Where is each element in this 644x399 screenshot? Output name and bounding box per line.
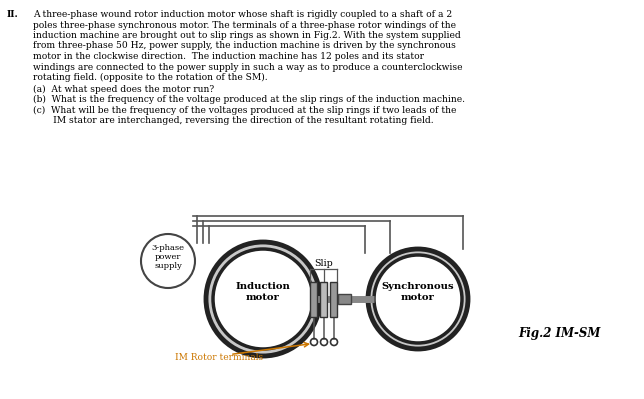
Text: IM stator are interchanged, reversing the direction of the resultant rotating fi: IM stator are interchanged, reversing th… — [33, 116, 433, 125]
Text: II.: II. — [7, 10, 19, 19]
Text: windings are connected to the power supply in such a way as to produce a counter: windings are connected to the power supp… — [33, 63, 462, 71]
Text: from three-phase 50 Hz, power supply, the induction machine is driven by the syn: from three-phase 50 Hz, power supply, th… — [33, 41, 456, 51]
Circle shape — [213, 249, 313, 349]
Text: rotating field. (opposite to the rotation of the SM).: rotating field. (opposite to the rotatio… — [33, 73, 268, 82]
Text: motor in the clockwise direction.  The induction machine has 12 poles and its st: motor in the clockwise direction. The in… — [33, 52, 424, 61]
Circle shape — [368, 249, 468, 349]
Text: induction machine are brought out to slip rings as shown in Fig.2. With the syst: induction machine are brought out to sli… — [33, 31, 460, 40]
Text: (a)  At what speed does the motor run?: (a) At what speed does the motor run? — [33, 85, 214, 94]
Circle shape — [206, 242, 320, 356]
Text: Slip: Slip — [315, 259, 334, 267]
Text: IM Rotor terminals: IM Rotor terminals — [175, 354, 263, 363]
Text: Induction
motor: Induction motor — [236, 282, 290, 302]
Bar — [321, 282, 328, 316]
Bar — [339, 294, 352, 304]
Circle shape — [374, 255, 462, 343]
Text: (b)  What is the frequency of the voltage produced at the slip rings of the indu: (b) What is the frequency of the voltage… — [33, 95, 465, 104]
Text: poles three-phase synchronous motor. The terminals of a three-phase rotor windin: poles three-phase synchronous motor. The… — [33, 20, 456, 30]
Bar — [330, 282, 337, 316]
Bar — [310, 282, 317, 316]
Text: 3-phase
power
supply: 3-phase power supply — [151, 244, 184, 270]
Text: A three-phase wound rotor induction motor whose shaft is rigidly coupled to a sh: A three-phase wound rotor induction moto… — [33, 10, 452, 19]
Text: (c)  What will be the frequency of the voltages produced at the slip rings if tw: (c) What will be the frequency of the vo… — [33, 105, 457, 115]
Text: Fig.2 IM-SM: Fig.2 IM-SM — [518, 328, 600, 340]
Text: Synchronous
motor: Synchronous motor — [382, 282, 454, 302]
